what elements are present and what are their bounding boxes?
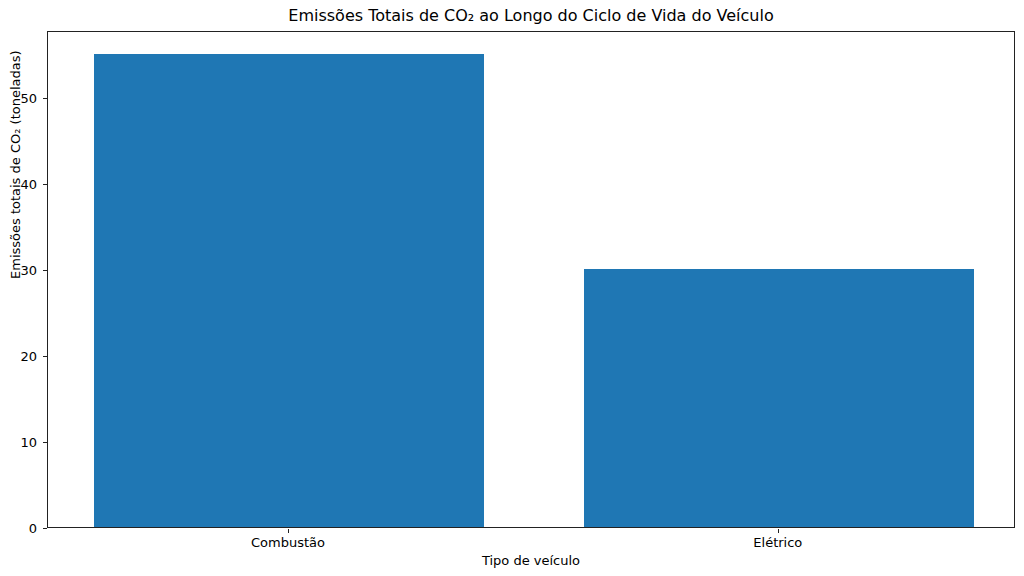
plot-area	[47, 31, 1015, 528]
bar-chart-figure: Emissões Totais de CO₂ ao Longo do Ciclo…	[0, 0, 1024, 576]
chart-title: Emissões Totais de CO₂ ao Longo do Ciclo…	[47, 6, 1015, 26]
bar-eletrico	[584, 269, 974, 527]
x-tick-mark	[778, 529, 779, 533]
bar-combustao	[94, 54, 484, 527]
y-tick-mark	[43, 528, 47, 529]
x-tick-label: Elétrico	[678, 535, 878, 550]
x-tick-mark	[288, 529, 289, 533]
y-tick-label: 10	[9, 436, 37, 449]
y-tick-mark	[43, 184, 47, 185]
y-tick-mark	[43, 442, 47, 443]
y-tick-label: 20	[9, 350, 37, 363]
y-tick-label: 30	[9, 264, 37, 277]
y-tick-mark	[43, 270, 47, 271]
y-tick-mark	[43, 356, 47, 357]
y-tick-label: 40	[9, 178, 37, 191]
y-tick-label: 0	[9, 522, 37, 535]
x-axis-label: Tipo de veículo	[47, 553, 1015, 568]
y-tick-label: 50	[9, 92, 37, 105]
y-tick-mark	[43, 98, 47, 99]
x-tick-label: Combustão	[188, 535, 388, 550]
